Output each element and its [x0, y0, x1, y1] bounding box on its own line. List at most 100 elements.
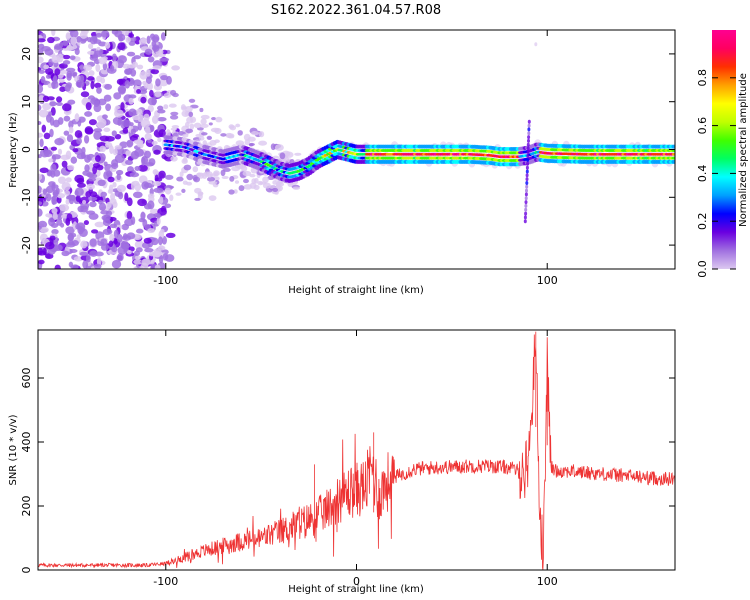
heatmap-cell — [40, 75, 46, 84]
heatmap-cell — [242, 170, 252, 177]
heatmap-cell — [182, 133, 189, 138]
heatmap-cell — [272, 187, 279, 192]
heatmap-cell — [50, 163, 57, 172]
heatmap-cell — [258, 140, 268, 146]
heatmap-cell — [147, 193, 155, 199]
heatmap-cell — [133, 79, 142, 88]
heatmap-cell — [38, 120, 42, 126]
heatmap-cell — [38, 38, 46, 43]
heatmap-cell — [524, 192, 528, 197]
heatmap-cell — [58, 78, 65, 83]
heatmap-cell — [121, 119, 131, 128]
heatmap-cell — [241, 165, 248, 172]
heatmap-cell — [153, 149, 161, 155]
y-tick-label: 20 — [20, 47, 33, 61]
heatmap-cell — [77, 116, 86, 123]
heatmap-cell — [126, 249, 132, 255]
heatmap-cell — [109, 145, 114, 155]
heatmap-cell — [164, 174, 174, 180]
heatmap-cell — [143, 237, 152, 244]
heatmap-cell — [153, 187, 164, 193]
heatmap-cell — [67, 164, 75, 171]
heatmap-cell — [38, 201, 43, 206]
heatmap-cell — [60, 154, 70, 160]
heatmap-cell — [45, 193, 52, 202]
heatmap-cell — [192, 174, 198, 182]
heatmap-cell — [92, 165, 97, 175]
heatmap-cell — [197, 191, 204, 197]
heatmap-cell — [130, 128, 136, 135]
heatmap-cell — [38, 109, 49, 118]
heatmap-cell — [126, 51, 136, 57]
heatmap-cell — [147, 97, 157, 106]
heatmap-cell — [525, 177, 529, 182]
y-tick-label: 200 — [20, 496, 33, 517]
heatmap-cell — [89, 238, 97, 247]
heatmap-cell — [38, 104, 42, 112]
heatmap-cell — [105, 170, 113, 177]
heatmap-cell — [61, 160, 68, 168]
heatmap-cell — [93, 50, 103, 58]
heatmap-cell — [128, 97, 134, 105]
heatmap-cell — [147, 200, 155, 210]
heatmap-cell — [65, 67, 76, 73]
heatmap-cell — [54, 68, 61, 76]
heatmap-cell — [208, 195, 217, 201]
heatmap-cell — [253, 177, 259, 184]
heatmap-cell — [49, 116, 55, 126]
heatmap-cell — [195, 172, 204, 177]
heatmap-cell — [54, 264, 61, 269]
heatmap-cell — [133, 259, 144, 265]
heatmap-cell — [66, 70, 73, 79]
heatmap-cell — [38, 259, 45, 265]
heatmap-cell — [111, 130, 117, 137]
heatmap-cell — [109, 233, 115, 242]
heatmap-cell — [188, 98, 196, 103]
snr-y-axis-label: SNR (10 * v/v) — [8, 414, 19, 485]
heatmap-cell — [70, 156, 78, 164]
heatmap-cell — [249, 173, 256, 178]
heatmap-cell — [117, 55, 127, 64]
heatmap-cell — [55, 101, 63, 107]
heatmap-cell — [128, 108, 137, 117]
heatmap-cell — [170, 111, 179, 116]
heatmap-cell — [96, 86, 102, 94]
heatmap-cell — [100, 191, 108, 198]
heatmap-cell — [111, 30, 119, 35]
heatmap-cell — [54, 45, 62, 50]
heatmap-cell — [168, 103, 177, 108]
heatmap-cell — [140, 37, 148, 44]
heatmap-cell — [117, 253, 124, 262]
heatmap-cell — [94, 221, 105, 228]
heatmap-cell — [62, 60, 71, 65]
heatmap-cell — [97, 179, 106, 187]
heatmap-cell — [257, 180, 264, 186]
heatmap-cell — [274, 144, 284, 151]
heatmap-cell — [116, 234, 123, 243]
heatmap-cell — [244, 139, 251, 146]
heatmap-cell — [62, 103, 72, 112]
heatmap-cell — [56, 192, 66, 199]
heatmap-cell — [156, 217, 161, 225]
heatmap-cell — [114, 109, 124, 118]
heatmap-cell — [76, 137, 82, 145]
heatmap-cell — [131, 180, 140, 187]
heatmap-cell — [105, 210, 113, 217]
heatmap-cell — [526, 142, 530, 147]
heatmap-cell — [169, 89, 177, 96]
heatmap-cell — [93, 263, 102, 269]
heatmap-cell — [125, 150, 132, 156]
heatmap-cell — [135, 108, 143, 115]
heatmap-cell — [117, 246, 127, 255]
heatmap-cell — [120, 102, 125, 111]
heatmap-cell — [141, 156, 146, 166]
y-tick-label: 10 — [20, 95, 33, 109]
heatmap-cell — [164, 254, 175, 262]
heatmap-cell — [243, 178, 249, 184]
heatmap-cell — [51, 207, 58, 214]
heatmap-cell — [57, 176, 67, 184]
heatmap-cell — [96, 75, 103, 83]
heatmap-cell — [65, 32, 71, 41]
heatmap-cell — [117, 85, 127, 94]
heatmap-cell — [671, 159, 675, 164]
